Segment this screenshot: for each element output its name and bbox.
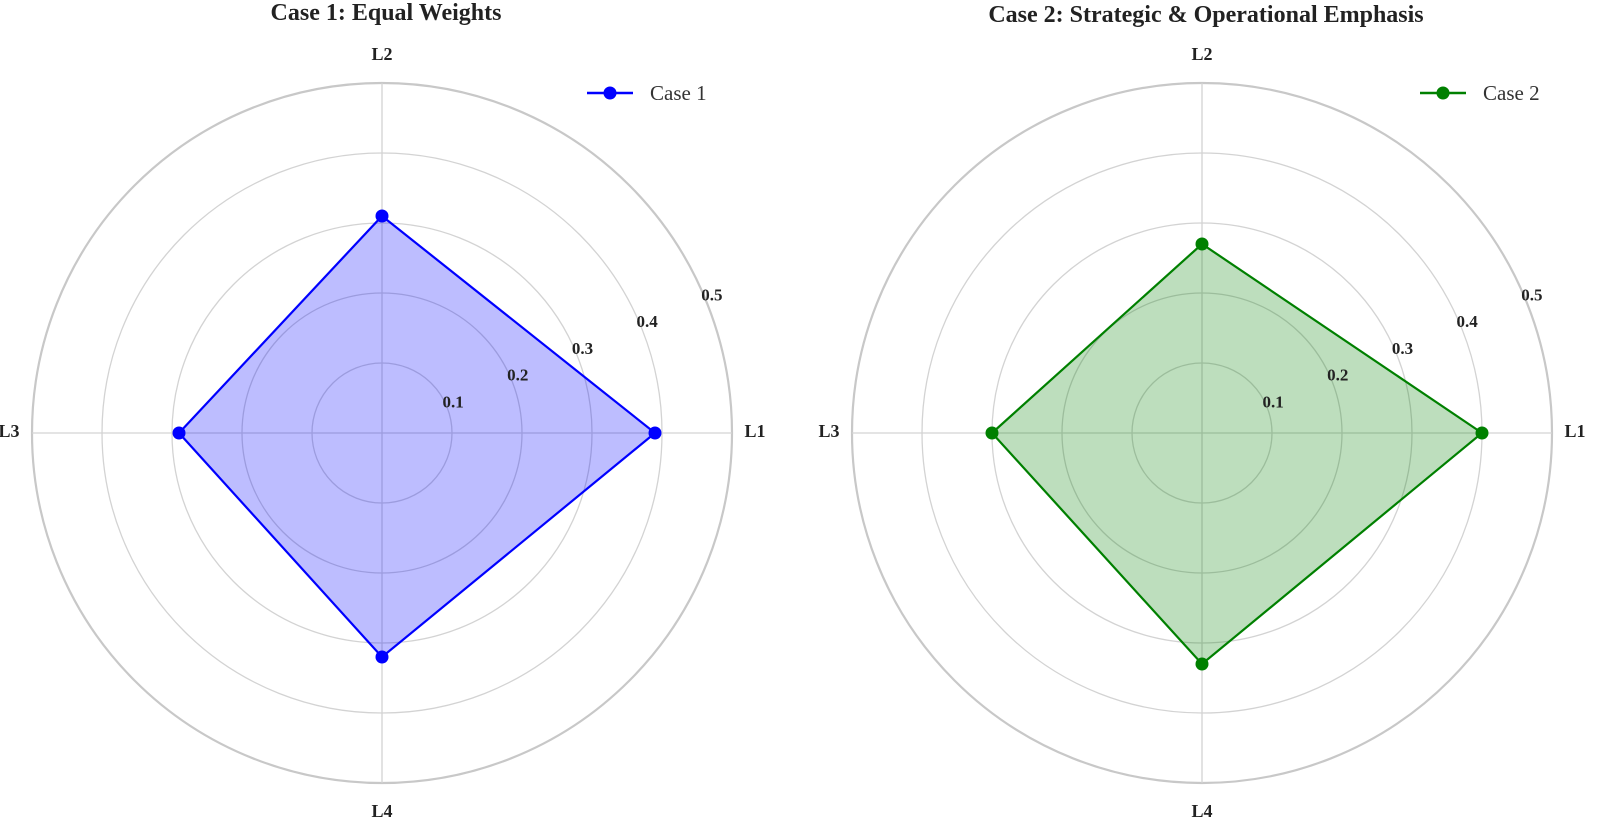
data-point xyxy=(1195,237,1209,251)
axis-label-l3: L3 xyxy=(0,421,20,441)
data-point xyxy=(648,426,662,440)
data-point xyxy=(1475,426,1489,440)
series-area xyxy=(992,244,1482,664)
data-point xyxy=(172,426,186,440)
legend: Case 1 xyxy=(587,81,707,105)
axis-label-l4: L4 xyxy=(1191,801,1212,821)
chart-title: Case 1: Equal Weights xyxy=(271,0,502,26)
data-point xyxy=(985,426,999,440)
radial-tick-label: 0.3 xyxy=(1392,339,1413,358)
radial-tick-label: 0.2 xyxy=(507,366,528,385)
data-point xyxy=(1195,657,1209,671)
series-area xyxy=(179,216,655,657)
radial-tick-label: 0.1 xyxy=(443,392,464,411)
data-point xyxy=(375,209,389,223)
radar-chart-2: Case 2 0.1 0.2 0.3 0.4 0.5 L1 L2 L3 L4 Case 2: Str… xyxy=(818,2,1585,821)
legend-label: Case 1 xyxy=(650,81,707,105)
radial-tick-label: 0.2 xyxy=(1327,366,1348,385)
axis-label-l2: L2 xyxy=(371,44,392,64)
chart-title: Case 2: Strategic & Operational Emphasis xyxy=(988,2,1423,28)
axis-label-l3: L3 xyxy=(818,421,839,441)
radial-tick-label: 0.5 xyxy=(701,285,722,304)
radial-tick-label: 0.5 xyxy=(1521,285,1542,304)
radial-tick-label: 0.1 xyxy=(1263,392,1284,411)
legend-marker xyxy=(1436,86,1450,100)
radial-tick-label: 0.3 xyxy=(572,339,593,358)
data-point xyxy=(375,650,389,664)
legend-label: Case 2 xyxy=(1483,81,1540,105)
axis-label-l1: L1 xyxy=(744,421,765,441)
legend-marker xyxy=(603,86,617,100)
axis-label-l4: L4 xyxy=(371,801,392,821)
legend: Case 2 xyxy=(1420,81,1540,105)
radar-chart-1: Case 1 0.1 0.2 0.3 0.4 0.5 L1 L2 L3 L4 Case 1: Equ… xyxy=(0,0,766,821)
radial-tick-label: 0.4 xyxy=(1457,312,1479,331)
axis-label-l2: L2 xyxy=(1191,44,1212,64)
radial-tick-label: 0.4 xyxy=(637,312,659,331)
axis-label-l1: L1 xyxy=(1564,421,1585,441)
